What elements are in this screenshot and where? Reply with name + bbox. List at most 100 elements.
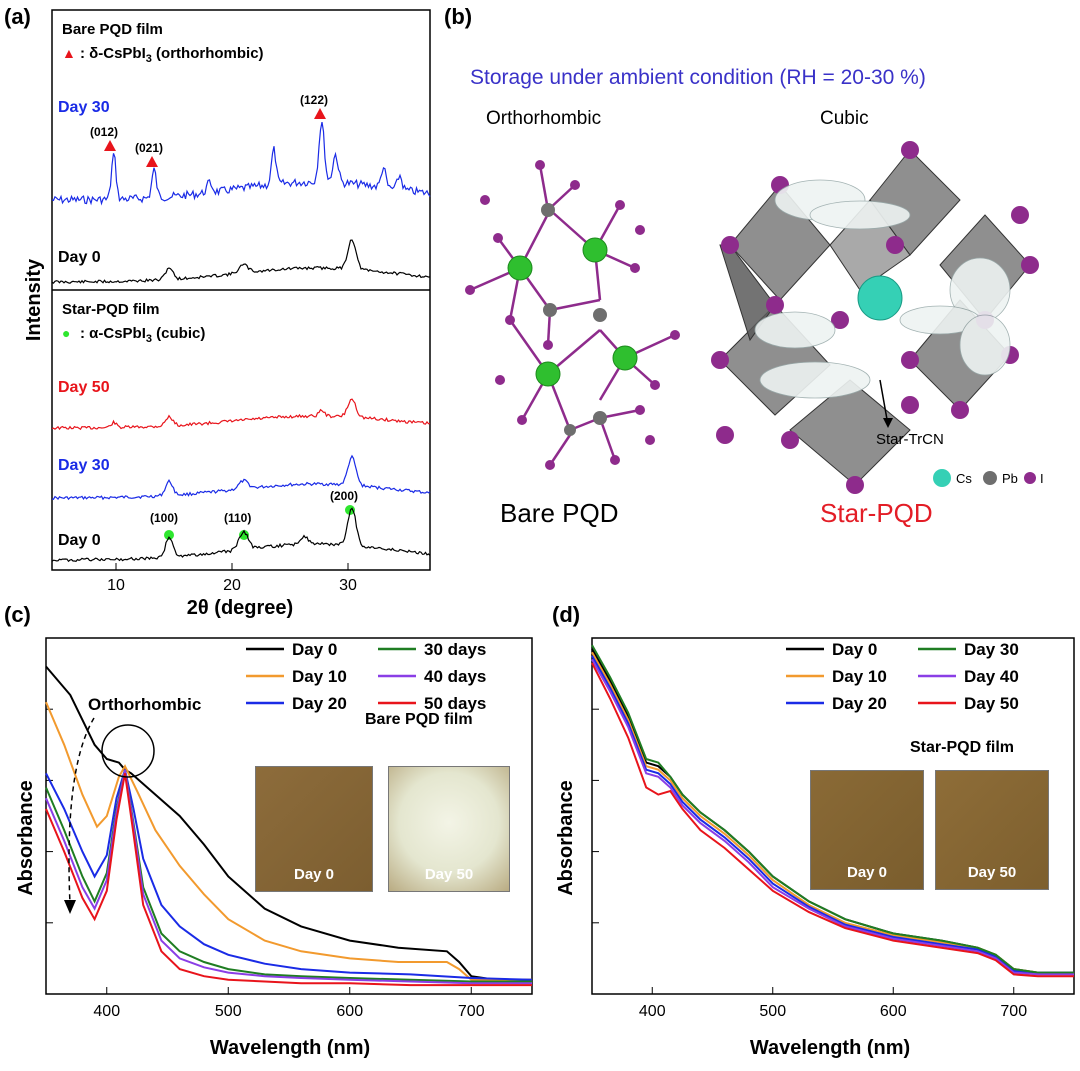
orthorhombic-annotation: Orthorhombic <box>88 695 201 714</box>
xrd-xlabel: 2θ (degree) <box>187 597 293 619</box>
xrd-top-legend: : δ-CsPbI3 (orthorhombic) <box>80 45 264 65</box>
star-pqd-caption: Star-PQD <box>820 498 933 528</box>
series-line-40-days <box>45 769 532 985</box>
inset-title: Star-PQD film <box>910 739 1014 756</box>
series-line-day-20 <box>591 655 1074 974</box>
x-tick-label: 30 <box>339 577 357 594</box>
legend-label: Day 0 <box>832 640 877 659</box>
legend-label: Day 20 <box>832 694 887 713</box>
x-tick-label: 400 <box>93 1003 120 1020</box>
legend-label: 30 days <box>424 640 486 659</box>
cubic-marker-icon <box>164 530 174 540</box>
xrd-bottom-legend: : α-CsPbI3 (cubic) <box>80 325 205 345</box>
inset-title: Bare PQD film <box>365 711 473 728</box>
xrd-trace-star-day30 <box>51 454 431 501</box>
peak-label: (110) <box>224 511 251 525</box>
xrd-trace-bare-day30 <box>51 121 431 206</box>
legend-label: 50 days <box>424 694 486 713</box>
xrd-top-title: Bare PQD film <box>62 21 163 38</box>
xrd-top-trace-label: Day 30 <box>58 99 110 116</box>
orthorhombic-marker-icon: ▲ <box>62 45 76 61</box>
plot-area: 400 500 600 700 Day 0 Day 10 Day 20 30 days 40 d… <box>45 637 533 1020</box>
orthorhombic-marker-icon <box>314 108 326 119</box>
panel-c: (c) Absorbance Wavelength (nm) 400 500 600… <box>0 598 540 1066</box>
film-photo-day0: Day 0 <box>810 770 924 890</box>
series-line-day-20 <box>45 769 533 981</box>
legend-label: Day 40 <box>964 667 1019 686</box>
storage-title: Storage under ambient condition (RH = 20… <box>470 66 926 89</box>
series-line-50-days <box>45 773 532 987</box>
photo-label: Day 0 <box>293 866 335 883</box>
legend-label: Day 10 <box>292 667 347 686</box>
x-tick-label: 20 <box>223 577 241 594</box>
orthorhombic-marker-icon <box>146 156 158 167</box>
film-photo-day50: Day 50 <box>388 766 510 892</box>
orthorhombic-label: Orthorhombic <box>486 108 601 129</box>
photo-label: Day 0 <box>846 864 888 881</box>
x-tick-label: 500 <box>759 1003 786 1020</box>
cubic-label: Cubic <box>820 108 869 129</box>
absorbance-chart-bare: (c) Absorbance Wavelength (nm) 400 500 600… <box>4 602 533 1059</box>
y-axis-label: Absorbance <box>15 780 37 896</box>
series-line-day-10 <box>45 701 532 981</box>
panel-label-d: (d) <box>552 602 580 627</box>
absorbance-chart-star: (d) Absorbance Wavelength (nm) 400 500 600… <box>552 602 1075 1059</box>
peak-label: (122) <box>300 93 328 107</box>
panel-a: (a) Intensity Bare PQD film ▲ : δ-CsPbI3… <box>0 0 440 620</box>
plot-area: 400 500 600 700 Day 0 Day 10 Day 20 Day 30 Day 4… <box>591 637 1075 1020</box>
legend-label: Day 20 <box>292 694 347 713</box>
x-tick-label: 400 <box>639 1003 666 1020</box>
xrd-top-trace-label: Day 0 <box>58 249 101 266</box>
peak-label: (100) <box>150 511 178 525</box>
y-axis-label: Absorbance <box>555 780 577 896</box>
xrd-trace-star-day50 <box>51 398 431 431</box>
bare-pqd-caption: Bare PQD <box>500 498 619 528</box>
x-tick-label: 600 <box>336 1003 363 1020</box>
panel-b: (b) Storage under ambient condition (RH … <box>440 0 1080 620</box>
xrd-bottom-trace-label: Day 50 <box>58 379 110 396</box>
series-line-day-50 <box>591 662 1074 978</box>
x-tick-label: 500 <box>215 1003 242 1020</box>
panel-label-c: (c) <box>4 602 31 627</box>
xrd-bottom-trace-label: Day 0 <box>58 532 101 549</box>
legend-label: Day 10 <box>832 667 887 686</box>
orthorhombic-structure-icon <box>465 160 680 470</box>
i-legend-icon <box>1024 472 1036 484</box>
panel-label-a: (a) <box>4 4 31 29</box>
xrd-bottom-title: Star-PQD film <box>62 301 160 318</box>
legend-label-i: I <box>1040 471 1044 486</box>
xrd-trace-bare-day0 <box>51 239 430 284</box>
legend-label: Day 0 <box>292 640 337 659</box>
legend-label: Day 30 <box>964 640 1019 659</box>
orthorhombic-marker-icon <box>104 140 116 151</box>
panel-d: (d) Absorbance Wavelength (nm) 400 500 600… <box>540 598 1080 1066</box>
legend-label-cs: Cs <box>956 471 972 486</box>
legend-label: 40 days <box>424 667 486 686</box>
cubic-marker-icon: ● <box>62 325 70 341</box>
series-line-day-0 <box>45 665 532 981</box>
plot-frame <box>45 637 533 995</box>
plot-frame <box>591 637 1075 995</box>
cs-legend-icon <box>933 469 951 487</box>
ligand-pointer-icon <box>879 379 889 426</box>
photo-label: Day 50 <box>967 864 1017 881</box>
structure-figure: (b) Storage under ambient condition (RH … <box>444 4 1044 528</box>
x-tick-label: 700 <box>458 1003 485 1020</box>
xrd-trace-star-day0 <box>51 507 431 563</box>
x-axis-label: Wavelength (nm) <box>750 1037 910 1059</box>
legend-label-pb: Pb <box>1002 471 1018 486</box>
x-tick-label: 700 <box>1000 1003 1027 1020</box>
xrd-bottom-trace-label: Day 30 <box>58 457 110 474</box>
film-photo-day0: Day 0 <box>255 766 373 892</box>
series-line-day-30 <box>591 644 1074 974</box>
cubic-marker-icon <box>239 530 249 540</box>
x-axis-label: Wavelength (nm) <box>210 1037 370 1059</box>
x-tick-label: 600 <box>880 1003 907 1020</box>
panel-label-b: (b) <box>444 4 472 29</box>
legend-label: Day 50 <box>964 694 1019 713</box>
cubic-structure-icon <box>711 141 1039 494</box>
series-line-day-40 <box>591 658 1074 976</box>
decrease-arrow-icon <box>68 717 95 905</box>
series-line-30-days <box>45 769 532 983</box>
photo-label: Day 50 <box>424 866 474 883</box>
